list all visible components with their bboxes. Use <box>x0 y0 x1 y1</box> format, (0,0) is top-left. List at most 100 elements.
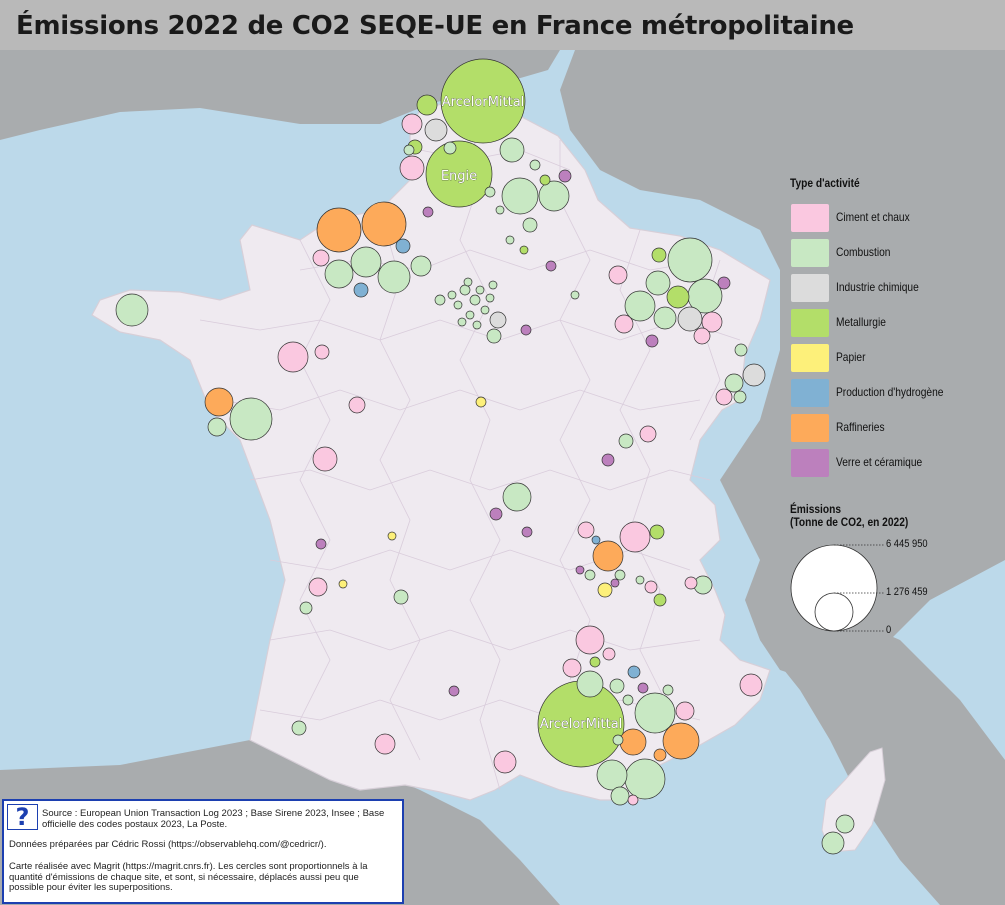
emission-circles <box>115 58 855 855</box>
site-circle <box>399 155 425 181</box>
site-circle <box>734 343 748 357</box>
site-circle <box>488 280 498 290</box>
site-circle <box>505 235 515 245</box>
site-circle <box>715 388 733 406</box>
credits-text: Données préparées par Cédric Rossi (http… <box>9 839 327 850</box>
site-circle <box>486 328 502 344</box>
france-mainland <box>91 95 771 801</box>
site-circle <box>469 294 481 306</box>
site-circle <box>465 310 475 320</box>
legend-item: Papier <box>790 340 1000 375</box>
site-circle <box>484 186 496 198</box>
site-circle <box>475 285 485 295</box>
legend-swatch <box>791 344 829 372</box>
site-circle <box>742 363 766 387</box>
site-circle <box>115 293 149 327</box>
size-legend-value-min: 0 <box>886 624 892 636</box>
site-circle <box>624 758 666 800</box>
legend-item: Ciment et chaux <box>790 200 1000 235</box>
question-icon: ? <box>7 804 38 830</box>
site-circle <box>693 327 711 345</box>
site-circle <box>538 180 570 212</box>
site-circle <box>291 720 307 736</box>
site-circle <box>609 678 625 694</box>
site-circle <box>277 341 309 373</box>
site-label-arcelormittal-south: ArcelorMittal <box>540 717 623 732</box>
map-title: Émissions 2022 de CO2 SEQE-UE en France … <box>16 11 854 41</box>
site-circle <box>684 576 698 590</box>
size-legend-title-line2: (Tonne de CO2, en 2022) <box>790 515 909 529</box>
site-circle <box>619 521 651 553</box>
site-circle <box>570 290 580 300</box>
legend-item: Industrie chimique <box>790 270 1000 305</box>
site-circle <box>489 311 507 329</box>
size-legend-value-mid: 1 276 459 <box>886 586 928 598</box>
size-legend-title: Émissions (Tonne de CO2, en 2022) <box>790 503 908 529</box>
site-circle <box>495 205 505 215</box>
legend-label: Metallurgie <box>836 315 886 329</box>
uk-land <box>0 50 560 140</box>
legend-swatch <box>791 379 829 407</box>
site-circle <box>576 670 604 698</box>
title-bar: Émissions 2022 de CO2 SEQE-UE en France … <box>0 0 1005 50</box>
site-circle <box>584 569 596 581</box>
site-circle <box>529 159 541 171</box>
site-circle <box>377 260 411 294</box>
site-circle <box>614 569 626 581</box>
site-circle <box>662 722 700 760</box>
site-circle <box>522 217 538 233</box>
site-circle <box>653 748 667 762</box>
site-circle <box>485 293 495 303</box>
site-circle <box>602 647 616 661</box>
legend-swatch <box>791 309 829 337</box>
site-circle <box>645 270 671 296</box>
site-circle <box>639 425 657 443</box>
site-circle <box>645 334 659 348</box>
size-legend-value-max: 6 445 950 <box>886 538 928 550</box>
site-circle <box>315 538 327 550</box>
site-label-arcelormittal-north: ArcelorMittal <box>442 95 525 110</box>
site-circle <box>472 320 482 330</box>
site-circle <box>489 507 503 521</box>
site-circle <box>457 317 467 327</box>
site-circle <box>448 685 460 697</box>
site-circle <box>324 259 354 289</box>
site-circle <box>614 314 634 334</box>
site-circle <box>520 324 532 336</box>
site-circle <box>387 531 397 541</box>
legend-swatch <box>791 274 829 302</box>
site-circle <box>348 396 366 414</box>
legend-label: Raffineries <box>836 420 885 434</box>
site-circle <box>575 565 585 575</box>
site-circle <box>622 694 634 706</box>
site-circle <box>577 521 595 539</box>
site-circle <box>499 137 525 163</box>
site-circle <box>453 300 463 310</box>
site-circle <box>207 417 227 437</box>
legend-label: Production d'hydrogène <box>836 385 944 399</box>
site-circle <box>651 247 667 263</box>
legend-title: Type d'activité <box>790 176 860 190</box>
legend-item: Metallurgie <box>790 305 1000 340</box>
site-circle <box>493 750 517 774</box>
site-circle <box>416 94 438 116</box>
legend-swatch <box>791 449 829 477</box>
site-circle <box>434 294 446 306</box>
legend-item: Raffineries <box>790 410 1000 445</box>
site-circle <box>424 118 448 142</box>
site-circle <box>653 593 667 607</box>
site-circle <box>591 535 601 545</box>
site-circle <box>459 284 471 296</box>
site-circle <box>401 113 423 135</box>
site-circle <box>597 582 613 598</box>
site-circle <box>592 540 624 572</box>
site-circle <box>440 58 526 144</box>
site-circle <box>627 665 641 679</box>
site-circle <box>739 673 763 697</box>
site-circle <box>312 249 330 267</box>
legend-label: Ciment et chaux <box>836 210 910 224</box>
site-circle <box>395 238 411 254</box>
site-circle <box>649 524 665 540</box>
site-circle <box>666 285 690 309</box>
site-circle <box>314 344 330 360</box>
